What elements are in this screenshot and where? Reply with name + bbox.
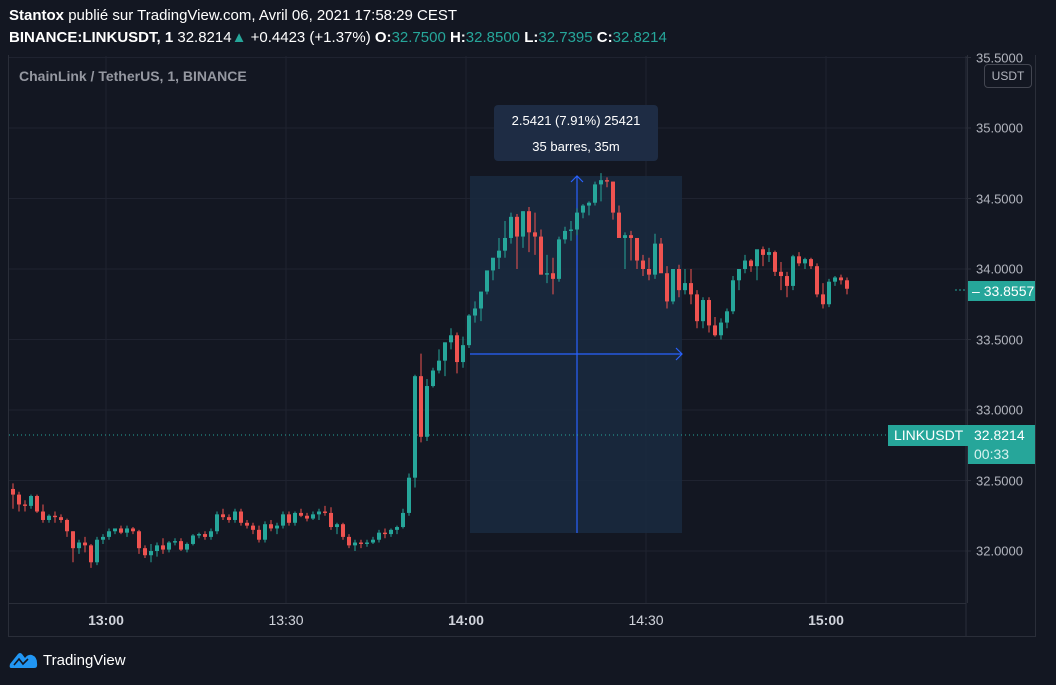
time-tick: 15:00 — [808, 612, 844, 628]
footer-brand[interactable]: TradingView — [9, 650, 126, 670]
close-label: C: — [596, 29, 613, 46]
time-tick: 14:30 — [628, 612, 664, 628]
last-value: 32.8214 — [177, 29, 232, 46]
open-value: 32.7500 — [391, 29, 446, 46]
open-label: O: — [374, 29, 392, 46]
symbol-price-label: LINKUSDT — [888, 425, 968, 446]
tradingview-logo-icon — [9, 653, 38, 668]
high-label: H: — [449, 29, 466, 46]
bar-countdown: 00:33 — [974, 446, 1010, 462]
last-price-label: – 33.8557 — [968, 281, 1035, 301]
price-tick: 34.0000 — [976, 261, 1023, 277]
up-arrow-icon: ▲ — [231, 29, 247, 46]
price-tick: 35.5000 — [976, 50, 1023, 65]
price-tick: 33.5000 — [976, 332, 1023, 347]
price-tick: 32.0000 — [976, 543, 1023, 559]
symbol-interval: BINANCE:LINKUSDT, 1 — [9, 29, 174, 46]
author-name[interactable]: Stantox — [9, 7, 65, 24]
currency-button[interactable]: USDT — [984, 64, 1032, 88]
chart-legend: ChainLink / TetherUS, 1, BINANCE — [19, 68, 247, 84]
measure-bars: 35 barres, 35m — [532, 139, 620, 154]
ohlc-line: BINANCE:LINKUSDT, 1 32.8214▲ +0.4423 (+1… — [9, 29, 667, 46]
price-tick: 35.0000 — [976, 120, 1023, 136]
time-tick: 13:00 — [88, 612, 124, 628]
price-scale[interactable] — [967, 55, 1036, 603]
price-tick: 34.5000 — [976, 191, 1023, 206]
change-value: +0.4423 (+1.37%) — [250, 29, 371, 46]
time-tick: 14:00 — [448, 612, 484, 628]
price-tick: 32.5000 — [976, 473, 1023, 488]
low-value: 32.7395 — [538, 29, 593, 46]
high-value: 32.8500 — [465, 29, 521, 46]
time-tick: 13:30 — [268, 612, 304, 628]
current-price-value: 32.8214 — [974, 427, 1025, 443]
time-scale[interactable] — [8, 603, 966, 638]
current-price-label: 32.8214 00:33 — [968, 425, 1035, 464]
published-text: publié sur TradingView.com, Avril 06, 20… — [68, 7, 458, 24]
price-tick: 33.0000 — [976, 402, 1023, 418]
close-value: 32.8214 — [612, 29, 667, 46]
low-label: L: — [524, 29, 539, 46]
measure-delta: 2.5421 (7.91%) 25421 — [511, 113, 641, 128]
publisher-line: Stantox publié sur TradingView.com, Avri… — [9, 7, 457, 24]
brand-name: TradingView — [43, 651, 126, 669]
measure-tooltip: 2.5421 (7.91%) 25421 35 barres, 35m — [494, 105, 658, 161]
